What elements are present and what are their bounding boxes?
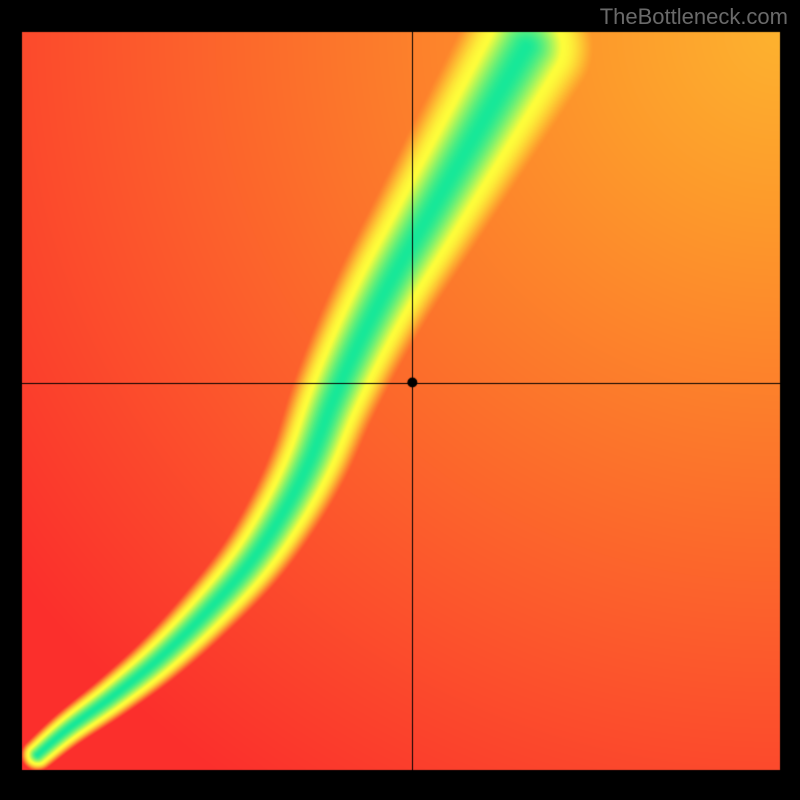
watermark-label: TheBottleneck.com [600, 4, 788, 30]
heatmap-canvas [0, 0, 800, 800]
heatmap-container: TheBottleneck.com [0, 0, 800, 800]
